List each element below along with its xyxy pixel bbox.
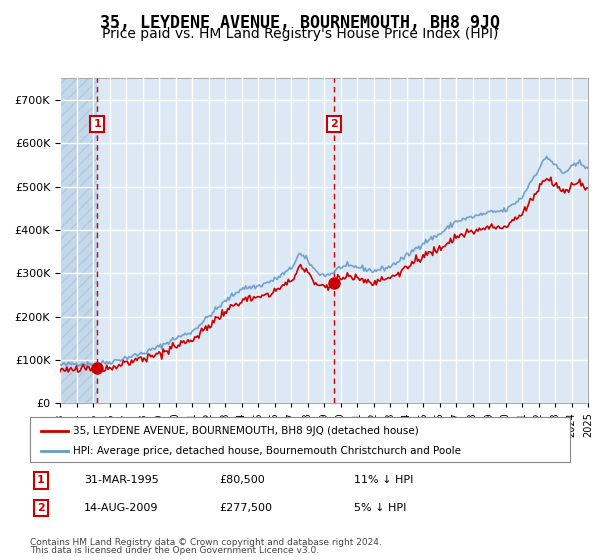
Text: 1: 1 bbox=[93, 119, 101, 129]
Text: £277,500: £277,500 bbox=[219, 503, 272, 513]
Text: 31-MAR-1995: 31-MAR-1995 bbox=[84, 475, 159, 485]
FancyBboxPatch shape bbox=[30, 417, 570, 462]
Text: 35, LEYDENE AVENUE, BOURNEMOUTH, BH8 9JQ: 35, LEYDENE AVENUE, BOURNEMOUTH, BH8 9JQ bbox=[100, 14, 500, 32]
Text: HPI: Average price, detached house, Bournemouth Christchurch and Poole: HPI: Average price, detached house, Bour… bbox=[73, 446, 461, 456]
Text: 35, LEYDENE AVENUE, BOURNEMOUTH, BH8 9JQ (detached house): 35, LEYDENE AVENUE, BOURNEMOUTH, BH8 9JQ… bbox=[73, 426, 419, 436]
Text: This data is licensed under the Open Government Licence v3.0.: This data is licensed under the Open Gov… bbox=[30, 546, 319, 555]
Text: 14-AUG-2009: 14-AUG-2009 bbox=[84, 503, 158, 513]
Text: £80,500: £80,500 bbox=[219, 475, 265, 485]
Text: 2: 2 bbox=[37, 503, 44, 513]
Text: 1: 1 bbox=[37, 475, 44, 485]
Text: 5% ↓ HPI: 5% ↓ HPI bbox=[354, 503, 406, 513]
Text: Price paid vs. HM Land Registry's House Price Index (HPI): Price paid vs. HM Land Registry's House … bbox=[102, 27, 498, 41]
Text: 2: 2 bbox=[331, 119, 338, 129]
Text: 11% ↓ HPI: 11% ↓ HPI bbox=[354, 475, 413, 485]
Text: Contains HM Land Registry data © Crown copyright and database right 2024.: Contains HM Land Registry data © Crown c… bbox=[30, 538, 382, 547]
Bar bbox=[60, 78, 97, 403]
